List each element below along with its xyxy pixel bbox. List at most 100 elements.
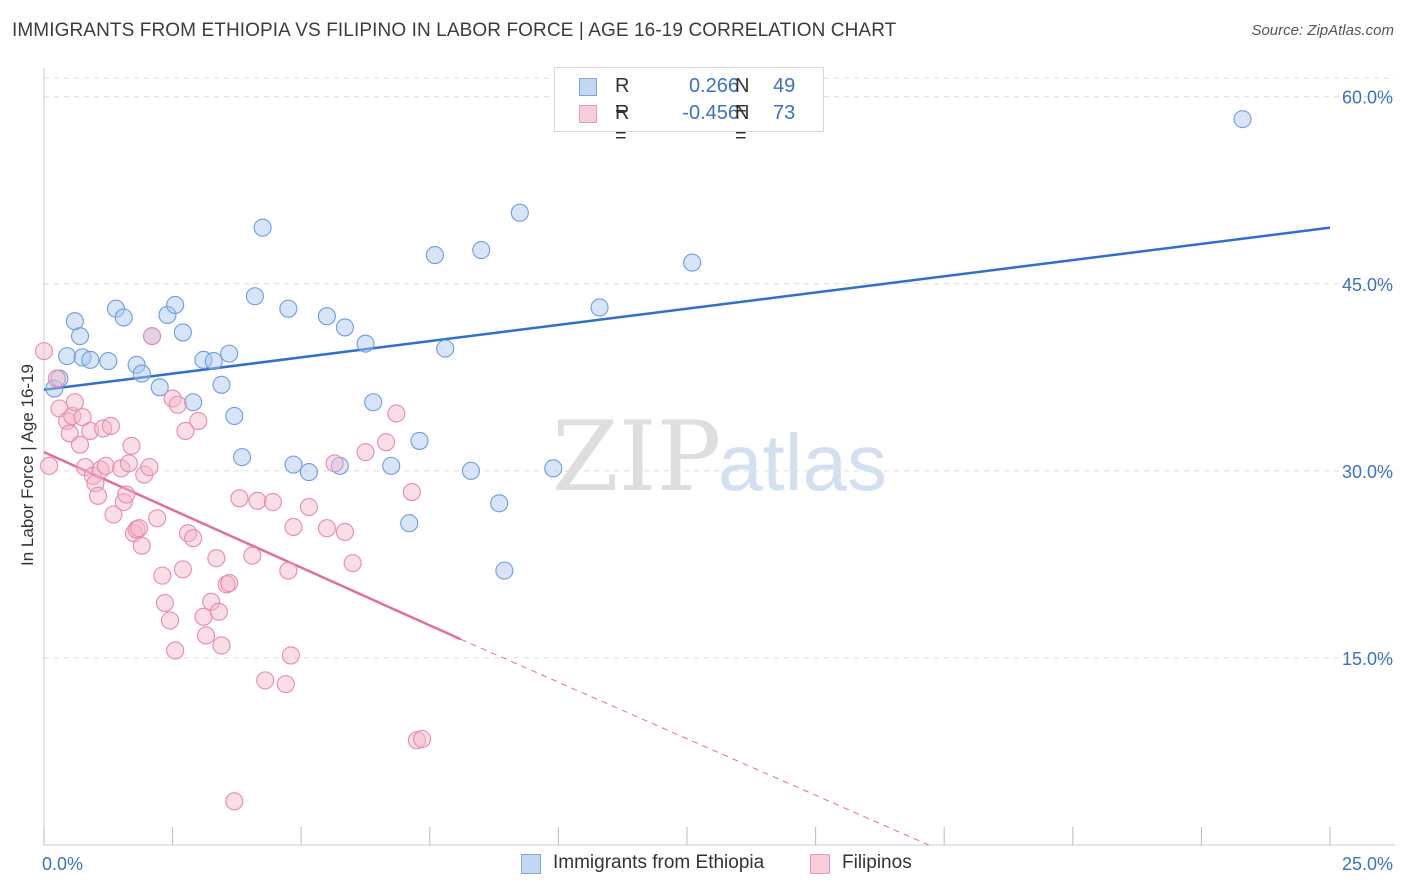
source-label: Source: ZipAtlas.com <box>1251 22 1394 39</box>
data-point <box>209 602 228 621</box>
legend-label-filipinos: Filipinos <box>842 852 912 873</box>
data-point <box>220 344 239 363</box>
legend-label-ethiopia: Immigrants from Ethiopia <box>553 852 765 873</box>
data-point <box>58 347 77 366</box>
data-point <box>472 241 491 260</box>
data-point <box>256 671 275 690</box>
data-point <box>683 253 702 272</box>
data-point <box>225 406 244 426</box>
watermark-atlas: atlas <box>718 418 887 507</box>
data-point <box>47 369 66 388</box>
data-point <box>101 416 120 436</box>
data-point <box>330 456 349 475</box>
data-point <box>281 646 300 665</box>
data-point <box>73 408 92 427</box>
data-point <box>153 566 172 585</box>
y-tick-label: 15.0% <box>1342 649 1393 669</box>
data-point <box>184 393 203 412</box>
data-point <box>65 393 84 412</box>
data-point <box>166 641 185 660</box>
y-tick-label: 60.0% <box>1342 88 1393 108</box>
data-point <box>81 350 100 369</box>
data-point <box>212 375 231 394</box>
data-point <box>325 454 344 473</box>
data-point <box>387 404 406 423</box>
trend-lines <box>43 226 1331 846</box>
data-point <box>60 424 79 443</box>
data-point <box>40 456 59 475</box>
data-point <box>155 594 174 613</box>
legend-swatch-filipinos <box>810 854 830 874</box>
data-point <box>127 355 146 374</box>
data-point <box>230 489 249 508</box>
data-point <box>299 497 318 517</box>
data-point <box>173 560 192 579</box>
data-point <box>148 509 167 528</box>
data-point <box>413 729 432 749</box>
data-point <box>356 334 375 353</box>
data-point <box>204 352 223 371</box>
data-point <box>88 486 108 505</box>
legend-r-label: R = <box>615 102 630 147</box>
data-point <box>220 574 239 593</box>
data-point <box>400 514 419 533</box>
x-tick-label: 25.0% <box>1342 854 1393 874</box>
legend-n-value: 73 <box>773 102 796 124</box>
data-point <box>232 448 252 467</box>
data-point <box>207 549 226 568</box>
data-point <box>317 519 336 538</box>
data-point <box>194 607 213 626</box>
data-point <box>377 433 396 452</box>
data-point <box>279 561 298 580</box>
data-point <box>335 318 354 337</box>
data-point <box>276 675 295 694</box>
data-point <box>96 456 115 475</box>
data-point <box>184 529 203 548</box>
data-point <box>114 308 133 327</box>
chart-title: IMMIGRANTS FROM ETHIOPIA VS FILIPINO IN … <box>12 20 897 41</box>
data-point <box>130 519 149 538</box>
data-point <box>212 636 231 655</box>
data-point <box>279 299 298 318</box>
data-point <box>196 626 216 645</box>
correlation-legend: R = 0.266 N = 49 R = -0.456 N = 73 <box>554 67 824 147</box>
data-point <box>1233 110 1252 129</box>
x-tick-label: 0.0% <box>42 854 83 874</box>
data-point <box>245 287 264 306</box>
data-point <box>425 246 444 265</box>
data-point <box>132 364 151 383</box>
legend-n-value: 49 <box>773 75 796 97</box>
legend-swatch-ethiopia <box>521 854 541 874</box>
data-point <box>510 203 529 222</box>
y-axis-label: In Labor Force | Age 16-19 <box>18 364 37 566</box>
data-point <box>122 436 141 455</box>
data-point <box>173 323 192 342</box>
data-point <box>335 522 354 542</box>
data-point <box>410 431 429 450</box>
series-filipinos <box>34 327 432 811</box>
data-point <box>382 456 401 475</box>
data-point <box>248 491 267 510</box>
axes <box>43 68 1395 846</box>
data-point <box>104 505 123 524</box>
data-point <box>160 611 180 630</box>
data-point <box>158 305 177 325</box>
data-point <box>364 393 383 412</box>
data-point <box>495 561 514 580</box>
data-point <box>140 458 159 477</box>
data-point <box>65 312 84 331</box>
data-point <box>70 327 90 346</box>
data-point <box>343 554 362 573</box>
watermark-zip: ZIP <box>552 401 721 513</box>
data-point <box>590 298 609 317</box>
data-point <box>299 463 318 482</box>
data-point <box>202 592 221 611</box>
data-point <box>544 459 563 478</box>
legend-n-label: N = <box>735 102 750 147</box>
y-tick-label: 45.0% <box>1342 275 1393 295</box>
data-point <box>114 492 133 512</box>
data-point <box>263 492 282 512</box>
data-point <box>356 443 375 462</box>
data-point <box>436 339 455 358</box>
